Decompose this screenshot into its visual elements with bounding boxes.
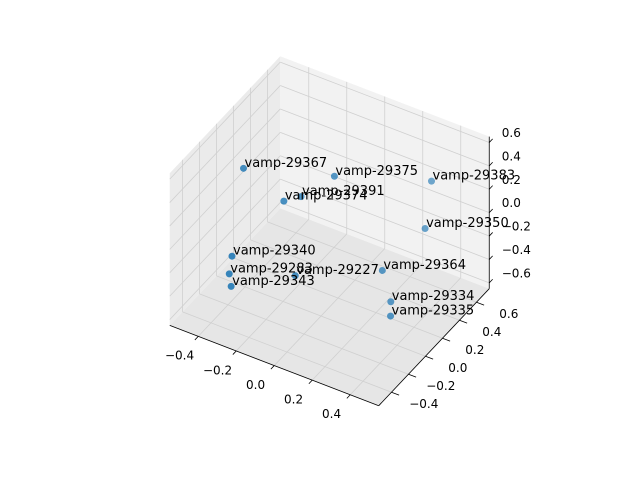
point <box>387 298 395 306</box>
grid-line <box>169 132 281 250</box>
tick-mark <box>408 373 417 378</box>
tick-mark <box>270 365 275 370</box>
tick-mark <box>488 232 493 237</box>
point-label: vamp-29283 <box>230 261 313 276</box>
y-tick-label: −0.4 <box>409 397 438 411</box>
x-axis-line <box>169 325 379 407</box>
tick-mark <box>308 379 313 385</box>
grid-line <box>250 239 460 321</box>
y-axis-line <box>378 288 490 406</box>
point-label: vamp-29367 <box>245 156 328 171</box>
y-tick-label: 0.6 <box>499 307 518 321</box>
grid-line <box>280 131 490 214</box>
z-tick-label: 0.2 <box>502 173 521 187</box>
grid-line <box>280 108 490 190</box>
grid-line <box>197 219 310 337</box>
grid-line <box>233 257 443 339</box>
y-tick-label: 0.4 <box>482 325 501 339</box>
point <box>330 172 338 180</box>
y-tick-label: −0.2 <box>426 379 455 393</box>
grid-line <box>273 248 386 366</box>
grid-line <box>169 85 281 203</box>
point-label: vamp-29334 <box>392 289 475 304</box>
tick-mark <box>488 255 493 260</box>
point <box>387 312 395 320</box>
tick-mark <box>232 350 237 355</box>
point-label: vamp-29391 <box>302 184 385 199</box>
point <box>297 193 305 201</box>
point <box>291 272 299 280</box>
point <box>240 164 247 172</box>
grid-line <box>349 277 462 396</box>
grid-line <box>169 178 281 297</box>
point-label: vamp-29227 <box>296 263 379 278</box>
grid-line <box>235 233 348 352</box>
grid-line <box>280 202 490 284</box>
z-tick-label: −0.4 <box>502 243 531 257</box>
point <box>225 270 233 278</box>
point <box>428 177 435 185</box>
point <box>378 266 386 274</box>
point <box>227 282 235 290</box>
point-label: vamp-29340 <box>233 244 316 259</box>
grid-line <box>280 85 490 167</box>
y-tick-label: 0.2 <box>465 343 484 357</box>
x-tick-label: 0.0 <box>246 378 265 392</box>
grid-line <box>280 178 490 260</box>
grid-line <box>216 275 426 357</box>
x-tick-label: −0.2 <box>203 363 232 377</box>
grid-line <box>182 311 392 393</box>
z-tick-label: 0.0 <box>502 196 521 210</box>
point-label: vamp-29364 <box>383 258 466 273</box>
grid-line <box>311 262 424 381</box>
grid-line <box>169 155 281 274</box>
tick-mark <box>425 355 434 360</box>
x-tick-label: 0.4 <box>322 407 341 421</box>
point-label: vamp-29374 <box>285 189 368 204</box>
point-label: vamp-29375 <box>335 164 418 179</box>
point-label: vamp-29335 <box>392 304 475 319</box>
z-tick-label: −0.2 <box>502 220 531 234</box>
grid-line <box>169 202 281 320</box>
tick-mark <box>488 138 493 143</box>
point-label: vamp-29343 <box>232 274 315 289</box>
y-tick-label: 0.0 <box>448 361 467 375</box>
tick-mark <box>391 391 400 396</box>
z-tick-label: −0.6 <box>502 266 531 280</box>
tick-mark <box>194 336 199 341</box>
z-tick-label: 0.6 <box>502 126 521 140</box>
x-tick-label: 0.2 <box>284 392 303 406</box>
z-tick-label: 0.4 <box>502 149 521 163</box>
grid-line <box>169 108 281 227</box>
tick-mark <box>488 161 493 167</box>
x-tick-label: −0.4 <box>165 349 194 363</box>
tick-mark <box>488 208 493 213</box>
tick-mark <box>442 337 451 342</box>
tick-mark <box>346 394 351 399</box>
grid-line <box>280 61 490 143</box>
grid-line <box>199 293 409 375</box>
tick-mark <box>476 301 485 306</box>
grid-line <box>267 221 477 303</box>
point <box>280 197 288 205</box>
point-label: vamp-29383 <box>433 169 516 184</box>
point <box>421 224 429 232</box>
grid-line <box>169 61 281 180</box>
point-label: vamp-29350 <box>426 216 509 231</box>
grid-line <box>280 155 490 237</box>
tick-mark <box>488 185 493 190</box>
tick-mark <box>488 278 493 284</box>
point <box>228 252 236 260</box>
tick-mark <box>459 319 468 324</box>
